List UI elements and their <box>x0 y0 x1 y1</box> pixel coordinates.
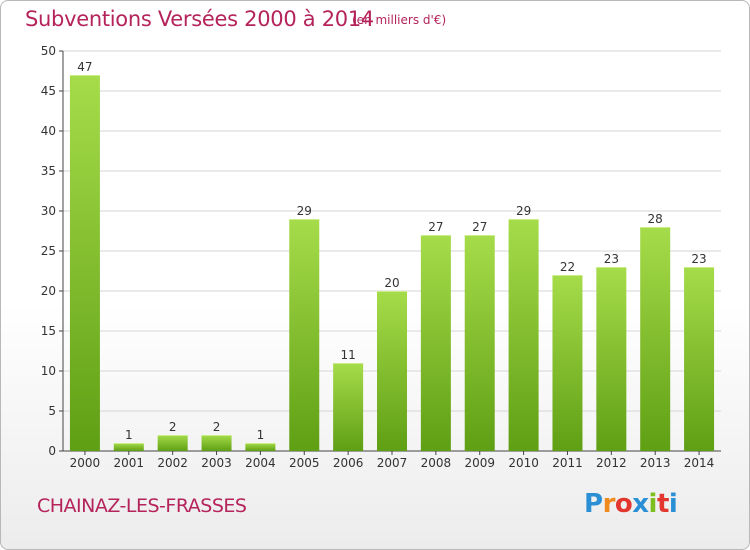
bar <box>201 435 232 451</box>
x-tick-label: 2009 <box>464 456 495 470</box>
x-tick-label: 2000 <box>70 456 101 470</box>
x-tick-label: 2002 <box>157 456 188 470</box>
y-tick-label: 50 <box>41 44 56 58</box>
bar-value-label: 27 <box>428 220 443 234</box>
y-tick-label: 25 <box>41 244 56 258</box>
bar <box>289 219 320 451</box>
bar-value-label: 1 <box>125 428 133 442</box>
bar <box>69 75 100 451</box>
logo-letter: x <box>632 489 649 519</box>
logo-letter: r <box>602 489 616 519</box>
bar <box>157 435 188 451</box>
y-tick-label: 15 <box>41 324 56 338</box>
x-tick-label: 2008 <box>421 456 452 470</box>
x-tick-label: 2010 <box>508 456 539 470</box>
x-tick-label: 2003 <box>201 456 232 470</box>
x-tick-label: 2005 <box>289 456 320 470</box>
bar <box>684 267 715 451</box>
bar <box>245 443 276 451</box>
bar <box>113 443 144 451</box>
x-tick-label: 2001 <box>114 456 145 470</box>
bar <box>464 235 495 451</box>
y-tick-label: 45 <box>41 84 56 98</box>
y-tick-label: 20 <box>41 284 56 298</box>
bar-value-label: 28 <box>648 212 663 226</box>
x-tick-label: 2007 <box>377 456 408 470</box>
bar <box>333 363 364 451</box>
x-tick-label: 2012 <box>596 456 627 470</box>
bar <box>508 219 539 451</box>
bar <box>420 235 451 451</box>
bar-value-label: 11 <box>340 348 355 362</box>
logo-letter: i <box>668 489 678 519</box>
bar <box>552 275 583 451</box>
bar-value-label: 47 <box>77 60 92 74</box>
proxiti-logo: Proxiti <box>584 489 678 519</box>
chart-subtitle: (en milliers d'€) <box>352 13 447 27</box>
bar <box>377 291 407 451</box>
x-tick-label: 2011 <box>552 456 583 470</box>
logo-letter: o <box>614 489 633 519</box>
chart-title: Subventions Versées 2000 à 2014 <box>25 7 374 31</box>
logo-letter: i <box>648 489 658 519</box>
bar-value-label: 23 <box>691 252 706 266</box>
bar-value-label: 22 <box>560 260 575 274</box>
x-tick-label: 2014 <box>684 456 715 470</box>
y-tick-label: 0 <box>48 444 56 458</box>
logo-letter: P <box>584 489 603 519</box>
y-tick-label: 40 <box>41 124 56 138</box>
bar-value-label: 29 <box>516 204 531 218</box>
bar-value-label: 2 <box>213 420 221 434</box>
x-tick-label: 2006 <box>333 456 364 470</box>
bar <box>596 267 627 451</box>
y-tick-label: 35 <box>41 164 56 178</box>
bar-value-label: 1 <box>257 428 265 442</box>
y-tick-label: 30 <box>41 204 56 218</box>
bar-value-label: 20 <box>384 276 399 290</box>
x-tick-label: 2013 <box>640 456 671 470</box>
logo-letter: t <box>656 489 669 519</box>
y-tick-label: 10 <box>41 364 56 378</box>
y-tick-label: 5 <box>48 404 56 418</box>
bar-value-label: 2 <box>169 420 177 434</box>
bar-value-label: 23 <box>604 252 619 266</box>
bar-value-label: 27 <box>472 220 487 234</box>
x-tick-label: 2004 <box>245 456 276 470</box>
bar-value-label: 29 <box>297 204 312 218</box>
bar <box>640 227 671 451</box>
commune-name: CHAINAZ-LES-FRASSES <box>37 495 247 517</box>
